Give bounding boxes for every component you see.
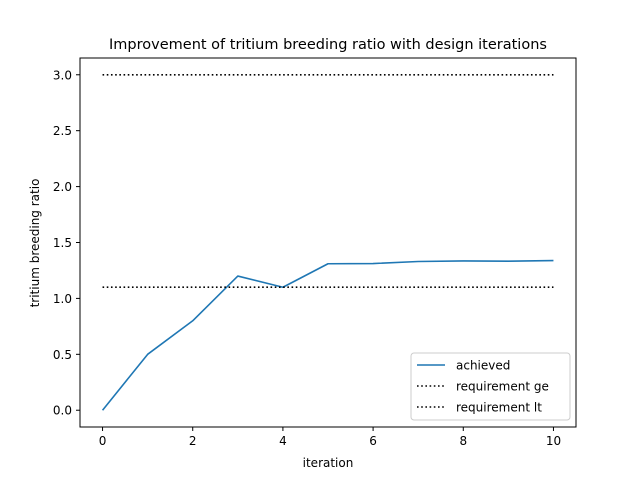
y-tick-label: 2.0 bbox=[53, 180, 72, 194]
legend-box bbox=[410, 352, 571, 421]
y-tick-label: 3.0 bbox=[53, 68, 72, 82]
x-tick-label: 0 bbox=[99, 434, 107, 448]
y-tick-label: 0.5 bbox=[53, 348, 72, 362]
y-tick-label: 2.5 bbox=[53, 124, 72, 138]
x-tick-label: 4 bbox=[279, 434, 287, 448]
x-tick-label: 6 bbox=[369, 434, 377, 448]
plot-area bbox=[101, 73, 554, 411]
x-tick-label: 10 bbox=[546, 434, 561, 448]
legend-label: requirement lt bbox=[456, 401, 542, 415]
y-tick-label: 1.0 bbox=[53, 292, 72, 306]
axis-ticks: 0 2 4 6 8 10 0.0 0.5 1.0 1.5 2.0 2.5 3.0 bbox=[53, 68, 561, 448]
x-tick-label: 8 bbox=[459, 434, 467, 448]
legend-label: requirement ge bbox=[456, 380, 549, 394]
legend: achieved requirement ge requirement lt bbox=[410, 352, 571, 421]
y-axis-label: tritium breeding ratio bbox=[28, 179, 42, 308]
x-tick-label: 2 bbox=[189, 434, 197, 448]
plot-frame bbox=[79, 57, 577, 428]
legend-label: achieved bbox=[456, 359, 510, 373]
x-axis-label: iteration bbox=[303, 456, 354, 470]
chart-title: Improvement of tritium breeding ratio wi… bbox=[109, 37, 547, 53]
y-tick-label: 0.0 bbox=[53, 404, 72, 418]
series-line-1 bbox=[101, 259, 554, 411]
y-tick-label: 1.5 bbox=[53, 236, 72, 250]
